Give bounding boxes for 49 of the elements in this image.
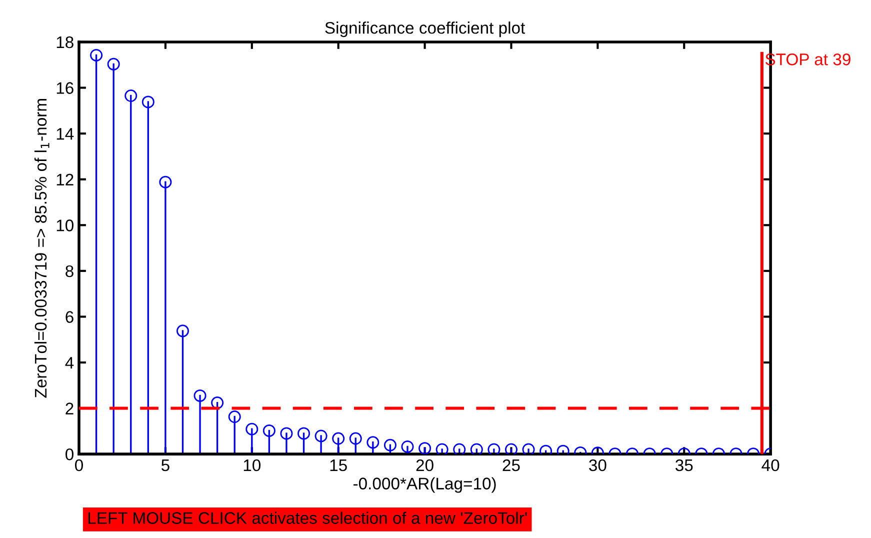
point bbox=[280, 427, 293, 440]
point bbox=[314, 430, 328, 442]
point bbox=[228, 410, 241, 424]
x-tick-label: 25 bbox=[502, 459, 520, 472]
point bbox=[366, 436, 380, 449]
point bbox=[142, 96, 154, 108]
point bbox=[90, 48, 103, 62]
y-tick-label: 8 bbox=[66, 265, 74, 278]
x-tick-label: 40 bbox=[762, 459, 780, 472]
x-tick-label: 0 bbox=[75, 459, 83, 472]
point bbox=[384, 438, 396, 452]
x-tick-label: 15 bbox=[330, 460, 347, 472]
point bbox=[159, 176, 172, 188]
point bbox=[504, 443, 518, 454]
x-axis-title: -0.000*AR(Lag=10) bbox=[353, 477, 496, 493]
chart-title: Significance coefficient plot bbox=[325, 22, 526, 38]
y-tick-label: 4 bbox=[65, 357, 74, 369]
y-tick-label: 12 bbox=[56, 174, 74, 186]
point bbox=[488, 443, 500, 454]
point bbox=[194, 389, 206, 402]
y-axis-title: ZeroTol=0.0033719 => 85.5% of l$_{1}$-norm bbox=[34, 99, 50, 398]
point bbox=[522, 443, 535, 454]
x-tick-label: 5 bbox=[161, 460, 170, 472]
point bbox=[470, 443, 483, 454]
point bbox=[401, 440, 414, 453]
point bbox=[211, 396, 224, 410]
point bbox=[298, 427, 310, 440]
point bbox=[349, 432, 362, 445]
x-tick-label: 30 bbox=[589, 459, 606, 472]
y-tick-label: 14 bbox=[56, 128, 74, 140]
x-tick-label: 20 bbox=[416, 459, 434, 472]
point bbox=[124, 90, 138, 102]
y-tick-label: 6 bbox=[66, 311, 74, 323]
text: LEFT MOUSE CLICK activates selection of a new 'ZeroTolr' bbox=[88, 512, 527, 524]
x-tick-label: 10 bbox=[244, 459, 261, 472]
y-tick-label: 2 bbox=[66, 402, 74, 414]
y-tick-label: 0 bbox=[66, 448, 74, 460]
point bbox=[176, 324, 189, 338]
point bbox=[107, 58, 120, 70]
x-tick-label: 35 bbox=[675, 459, 693, 472]
y-tick-label: 16 bbox=[56, 82, 74, 94]
point bbox=[246, 422, 258, 436]
point bbox=[436, 443, 448, 454]
point bbox=[332, 432, 345, 445]
point bbox=[453, 443, 466, 454]
y-tick-label: 10 bbox=[56, 220, 74, 232]
y-tick-label: 18 bbox=[56, 36, 74, 48]
point bbox=[418, 442, 432, 454]
point bbox=[262, 424, 276, 437]
